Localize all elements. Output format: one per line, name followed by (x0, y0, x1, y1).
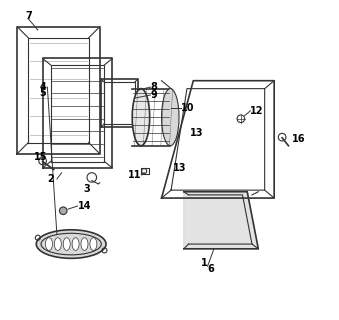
Ellipse shape (63, 238, 70, 251)
Ellipse shape (90, 238, 97, 251)
Ellipse shape (45, 238, 53, 251)
Text: 14: 14 (78, 201, 91, 211)
Text: 15: 15 (34, 152, 48, 162)
Ellipse shape (81, 238, 88, 251)
Text: 13: 13 (173, 163, 186, 173)
Polygon shape (184, 192, 258, 249)
Circle shape (59, 207, 67, 215)
Text: 12: 12 (251, 106, 264, 116)
Ellipse shape (36, 230, 106, 258)
Text: 4: 4 (39, 82, 46, 92)
Text: 7: 7 (25, 11, 32, 21)
Text: 3: 3 (84, 184, 91, 194)
Text: 11: 11 (127, 170, 141, 180)
Ellipse shape (54, 238, 61, 251)
Text: 2: 2 (47, 174, 54, 184)
Text: 1: 1 (201, 258, 208, 268)
Text: 6: 6 (207, 264, 214, 275)
Ellipse shape (162, 89, 179, 146)
Ellipse shape (72, 238, 79, 251)
Text: 10: 10 (181, 103, 194, 113)
Text: 5: 5 (39, 88, 46, 98)
Ellipse shape (132, 89, 150, 146)
Text: 9: 9 (151, 90, 157, 100)
Text: 8: 8 (151, 82, 157, 92)
Text: 13: 13 (190, 128, 204, 138)
Text: 16: 16 (292, 134, 305, 144)
